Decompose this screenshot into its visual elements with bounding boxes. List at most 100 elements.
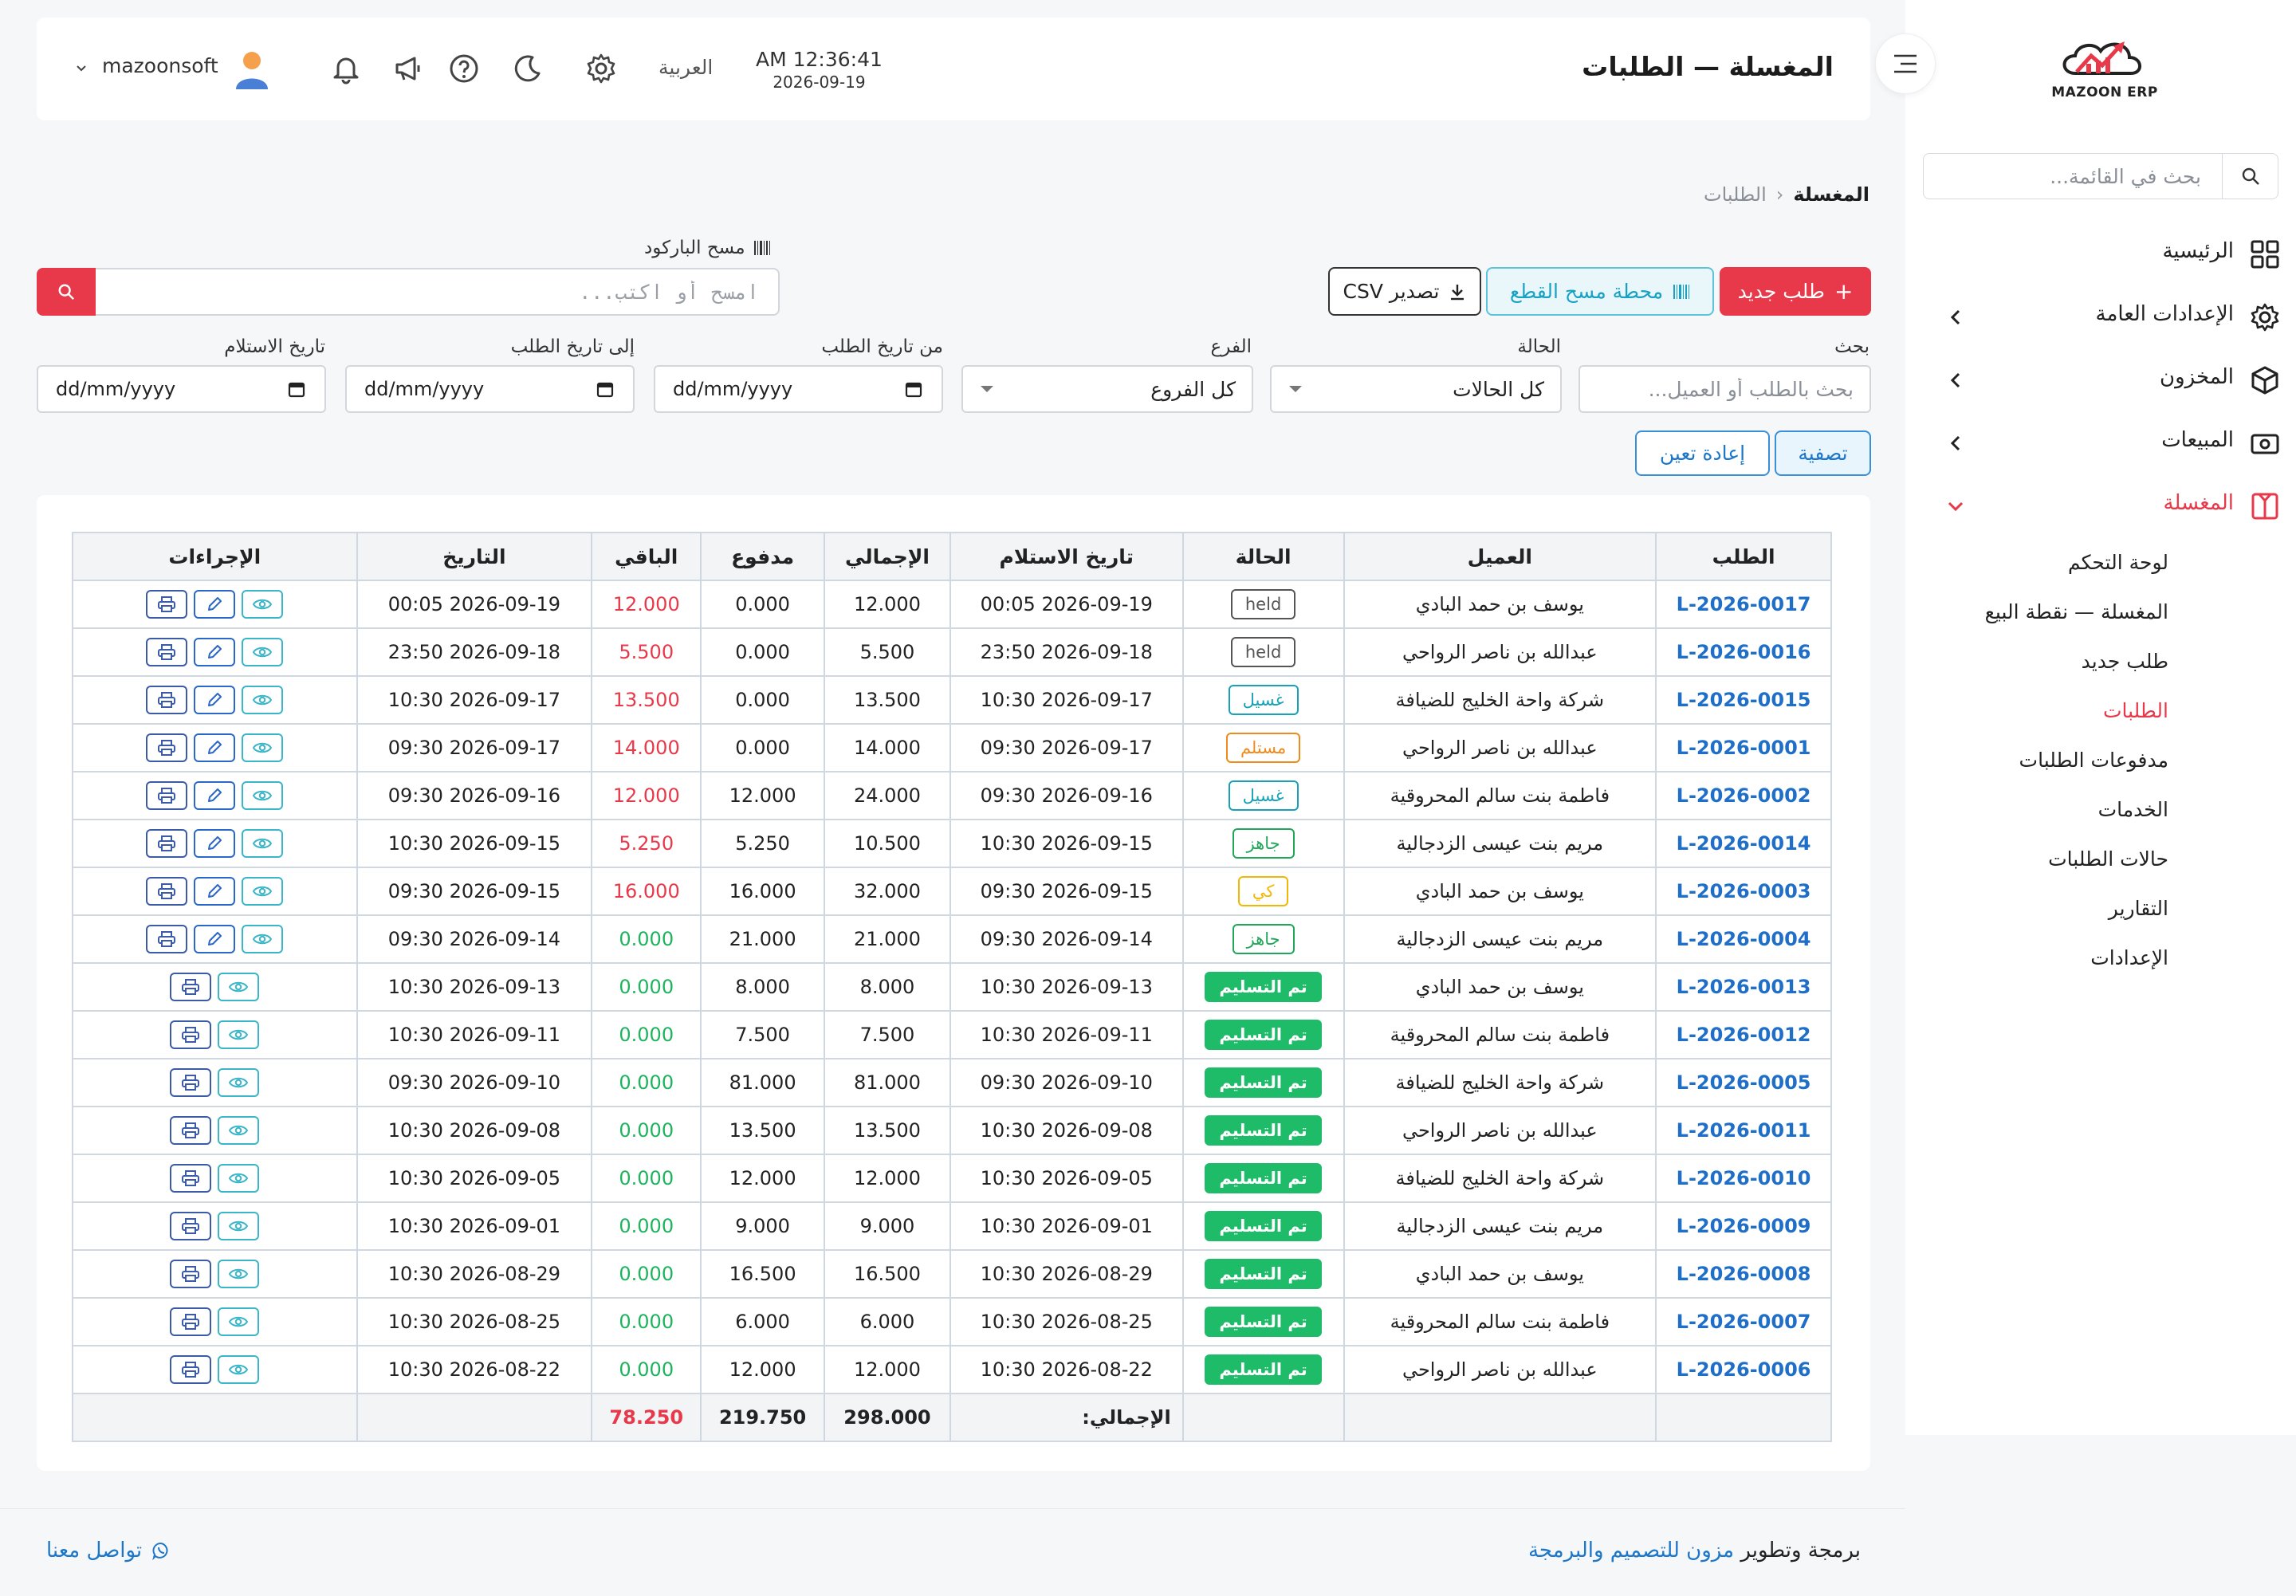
pickup-date-input[interactable]: dd/mm/yyyy	[37, 365, 326, 413]
view-button[interactable]	[218, 973, 260, 1001]
order-id-link[interactable]: L-2026-0017	[1655, 580, 1832, 629]
view-button[interactable]	[218, 1212, 260, 1240]
branch-filter-select[interactable]: كل الفروع	[961, 365, 1253, 413]
print-button[interactable]	[146, 686, 188, 714]
footer-credit-link[interactable]: مزون للتصميم والبرمجة	[1527, 1539, 1735, 1563]
col-header-status[interactable]: الحالة	[1181, 532, 1345, 581]
order-id-link[interactable]: L-2026-0013	[1655, 962, 1832, 1012]
print-button[interactable]	[170, 1164, 212, 1193]
language-switch[interactable]: العربية	[659, 56, 714, 79]
sidebar-subitem-reports[interactable]: التقارير	[2108, 897, 2168, 920]
order-id-link[interactable]: L-2026-0004	[1655, 914, 1832, 964]
search-icon[interactable]	[2222, 154, 2278, 199]
edit-button[interactable]	[194, 686, 236, 714]
avatar[interactable]	[234, 49, 269, 89]
order-id-link[interactable]: L-2026-0006	[1655, 1345, 1832, 1394]
sidebar-search-input[interactable]	[1924, 154, 2222, 199]
contact-us-link[interactable]: تواصل معنا	[46, 1539, 171, 1563]
col-header-pickup-date[interactable]: تاريخ الاستلام	[949, 532, 1184, 581]
col-header-due[interactable]: الباقي	[591, 532, 702, 581]
print-button[interactable]	[146, 877, 188, 906]
print-button[interactable]	[170, 1068, 212, 1097]
user-name[interactable]: mazoonsoft	[102, 54, 218, 77]
col-header-total[interactable]: الإجمالي	[824, 532, 951, 581]
print-button[interactable]	[170, 1260, 212, 1288]
print-button[interactable]	[170, 1020, 212, 1049]
sidebar-subitem-orders[interactable]: الطلبات	[2102, 699, 2168, 722]
order-id-link[interactable]: L-2026-0010	[1655, 1154, 1832, 1203]
sidebar-subitem-new-order[interactable]: طلب جديد	[2081, 650, 2168, 673]
view-button[interactable]	[242, 925, 284, 953]
sidebar-subitem-pos[interactable]: المغسلة — نقطة البيع	[1984, 600, 2168, 623]
help-icon[interactable]	[448, 53, 480, 85]
calendar-icon[interactable]	[288, 380, 305, 398]
edit-button[interactable]	[194, 590, 236, 619]
edit-button[interactable]	[194, 638, 236, 666]
view-button[interactable]	[242, 638, 284, 666]
chevron-down-icon[interactable]	[75, 62, 88, 75]
status-filter-select[interactable]: كل الحالات	[1270, 365, 1562, 413]
view-button[interactable]	[218, 1116, 260, 1145]
search-filter-input[interactable]	[1580, 377, 1869, 401]
view-button[interactable]	[242, 590, 284, 619]
col-header-order[interactable]: الطلب	[1655, 532, 1832, 581]
view-button[interactable]	[218, 1068, 260, 1097]
export-csv-button[interactable]: تصدير CSV	[1328, 267, 1481, 316]
col-header-customer[interactable]: العميل	[1343, 532, 1657, 581]
print-button[interactable]	[146, 733, 188, 762]
sidebar-item-general-settings[interactable]: الإعدادات العامة	[1929, 286, 2280, 349]
view-button[interactable]	[218, 1260, 260, 1288]
print-button[interactable]	[170, 1307, 212, 1336]
order-id-link[interactable]: L-2026-0001	[1655, 723, 1832, 772]
megaphone-icon[interactable]	[392, 53, 424, 85]
sidebar-subitem-dashboard[interactable]: لوحة التحكم	[2067, 551, 2168, 574]
col-header-paid[interactable]: مدفوع	[700, 532, 826, 581]
print-button[interactable]	[146, 590, 188, 619]
order-id-link[interactable]: L-2026-0016	[1655, 627, 1832, 677]
sidebar-item-inventory[interactable]: المخزون	[1929, 349, 2280, 412]
sidebar-item-home[interactable]: الرئيسية	[1929, 223, 2280, 286]
edit-button[interactable]	[194, 877, 236, 906]
print-button[interactable]	[170, 1355, 212, 1384]
print-button[interactable]	[146, 781, 188, 810]
order-id-link[interactable]: L-2026-0002	[1655, 771, 1832, 820]
sidebar-item-sales[interactable]: المبيعات	[1929, 412, 2280, 475]
barcode-search-button[interactable]	[37, 268, 96, 316]
view-button[interactable]	[242, 877, 284, 906]
order-id-link[interactable]: L-2026-0007	[1655, 1297, 1832, 1346]
col-header-date[interactable]: التاريخ	[356, 532, 593, 581]
sidebar-subitem-order-payments[interactable]: مدفوعات الطلبات	[2019, 749, 2168, 772]
print-button[interactable]	[170, 1116, 212, 1145]
apply-filter-button[interactable]: تصفية	[1775, 430, 1871, 476]
sidebar-subitem-order-statuses[interactable]: حالات الطلبات	[2048, 847, 2168, 871]
bell-icon[interactable]	[330, 53, 362, 85]
edit-button[interactable]	[194, 733, 236, 762]
view-button[interactable]	[218, 1355, 260, 1384]
reset-filter-button[interactable]: إعادة تعين	[1635, 430, 1770, 476]
print-button[interactable]	[170, 973, 212, 1001]
order-id-link[interactable]: L-2026-0011	[1655, 1106, 1832, 1155]
view-button[interactable]	[218, 1020, 260, 1049]
dark-mode-moon-icon[interactable]	[512, 53, 544, 85]
scan-station-button[interactable]: محطة مسح القطع	[1486, 267, 1714, 316]
view-button[interactable]	[218, 1164, 260, 1193]
edit-button[interactable]	[194, 925, 236, 953]
sidebar-subitem-services[interactable]: الخدمات	[2097, 798, 2168, 821]
print-button[interactable]	[146, 829, 188, 858]
order-id-link[interactable]: L-2026-0003	[1655, 867, 1832, 916]
barcode-input[interactable]	[96, 269, 778, 314]
view-button[interactable]	[218, 1307, 260, 1336]
view-button[interactable]	[242, 781, 284, 810]
order-id-link[interactable]: L-2026-0014	[1655, 819, 1832, 868]
new-order-button[interactable]: + طلب جديد	[1720, 267, 1871, 316]
print-button[interactable]	[146, 638, 188, 666]
order-id-link[interactable]: L-2026-0015	[1655, 675, 1832, 725]
edit-button[interactable]	[194, 781, 236, 810]
view-button[interactable]	[242, 733, 284, 762]
view-button[interactable]	[242, 829, 284, 858]
to-date-input[interactable]: dd/mm/yyyy	[345, 365, 635, 413]
sidebar-subitem-settings[interactable]: الإعدادات	[2090, 946, 2168, 969]
order-id-link[interactable]: L-2026-0008	[1655, 1249, 1832, 1299]
settings-gear-icon[interactable]	[585, 53, 617, 85]
print-button[interactable]	[170, 1212, 212, 1240]
